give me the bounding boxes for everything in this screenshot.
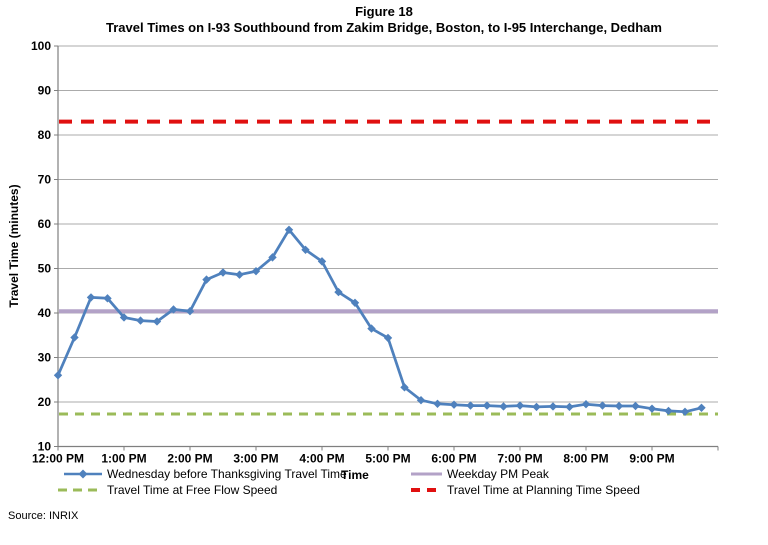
green-dashed-swatch <box>58 488 102 492</box>
svg-text:70: 70 <box>38 173 52 187</box>
legend-label-planning-time: Travel Time at Planning Time Speed <box>447 483 640 497</box>
red-dashed-swatch <box>411 488 442 492</box>
svg-text:7:00 PM: 7:00 PM <box>497 452 542 466</box>
svg-text:9:00 PM: 9:00 PM <box>629 452 674 466</box>
svg-text:2:00 PM: 2:00 PM <box>167 452 212 466</box>
legend-item-free-flow: Travel Time at Free Flow Speed <box>58 483 277 497</box>
y-axis-ticks: 10 20 30 40 50 60 70 80 90 100 <box>31 39 58 454</box>
svg-text:60: 60 <box>38 217 52 231</box>
y-axis-title: Travel Time (minutes) <box>7 184 21 308</box>
x-axis-title: Time <box>341 468 369 482</box>
svg-text:90: 90 <box>38 84 52 98</box>
legend-item-travel-time: Wednesday before Thanksgiving Travel Tim… <box>64 467 347 481</box>
svg-text:40: 40 <box>38 306 52 320</box>
series-line <box>56 228 703 414</box>
purple-line-swatch <box>411 472 442 476</box>
legend-label-pm-peak: Weekday PM Peak <box>447 467 549 481</box>
legend-label-free-flow: Travel Time at Free Flow Speed <box>107 483 278 497</box>
svg-text:8:00 PM: 8:00 PM <box>563 452 608 466</box>
svg-text:10: 10 <box>38 440 52 454</box>
svg-text:30: 30 <box>38 351 52 365</box>
source-note: Source: INRIX <box>8 510 79 522</box>
legend-item-planning-time: Travel Time at Planning Time Speed <box>411 483 640 497</box>
figure-label: Figure 18 <box>355 4 413 19</box>
svg-text:50: 50 <box>38 262 52 276</box>
svg-text:6:00 PM: 6:00 PM <box>431 452 476 466</box>
svg-text:20: 20 <box>38 395 52 409</box>
svg-text:100: 100 <box>31 39 51 53</box>
gridlines <box>58 45 718 403</box>
svg-text:5:00 PM: 5:00 PM <box>365 452 410 466</box>
axes <box>57 46 718 448</box>
legend-label-travel-time: Wednesday before Thanksgiving Travel Tim… <box>107 467 347 481</box>
chart-title: Travel Times on I-93 Southbound from Zak… <box>106 20 662 35</box>
svg-text:4:00 PM: 4:00 PM <box>299 452 344 466</box>
svg-text:3:00 PM: 3:00 PM <box>233 452 278 466</box>
svg-text:1:00 PM: 1:00 PM <box>101 452 146 466</box>
blue-line-diamond-swatch <box>64 469 102 479</box>
legend-item-pm-peak: Weekday PM Peak <box>411 467 549 481</box>
svg-text:80: 80 <box>38 128 52 142</box>
x-axis-ticks: 12:00 PM 1:00 PM 2:00 PM 3:00 PM 4:00 PM 5:00… <box>32 446 719 466</box>
series-markers <box>53 225 706 416</box>
svg-text:12:00 PM: 12:00 PM <box>32 452 84 466</box>
